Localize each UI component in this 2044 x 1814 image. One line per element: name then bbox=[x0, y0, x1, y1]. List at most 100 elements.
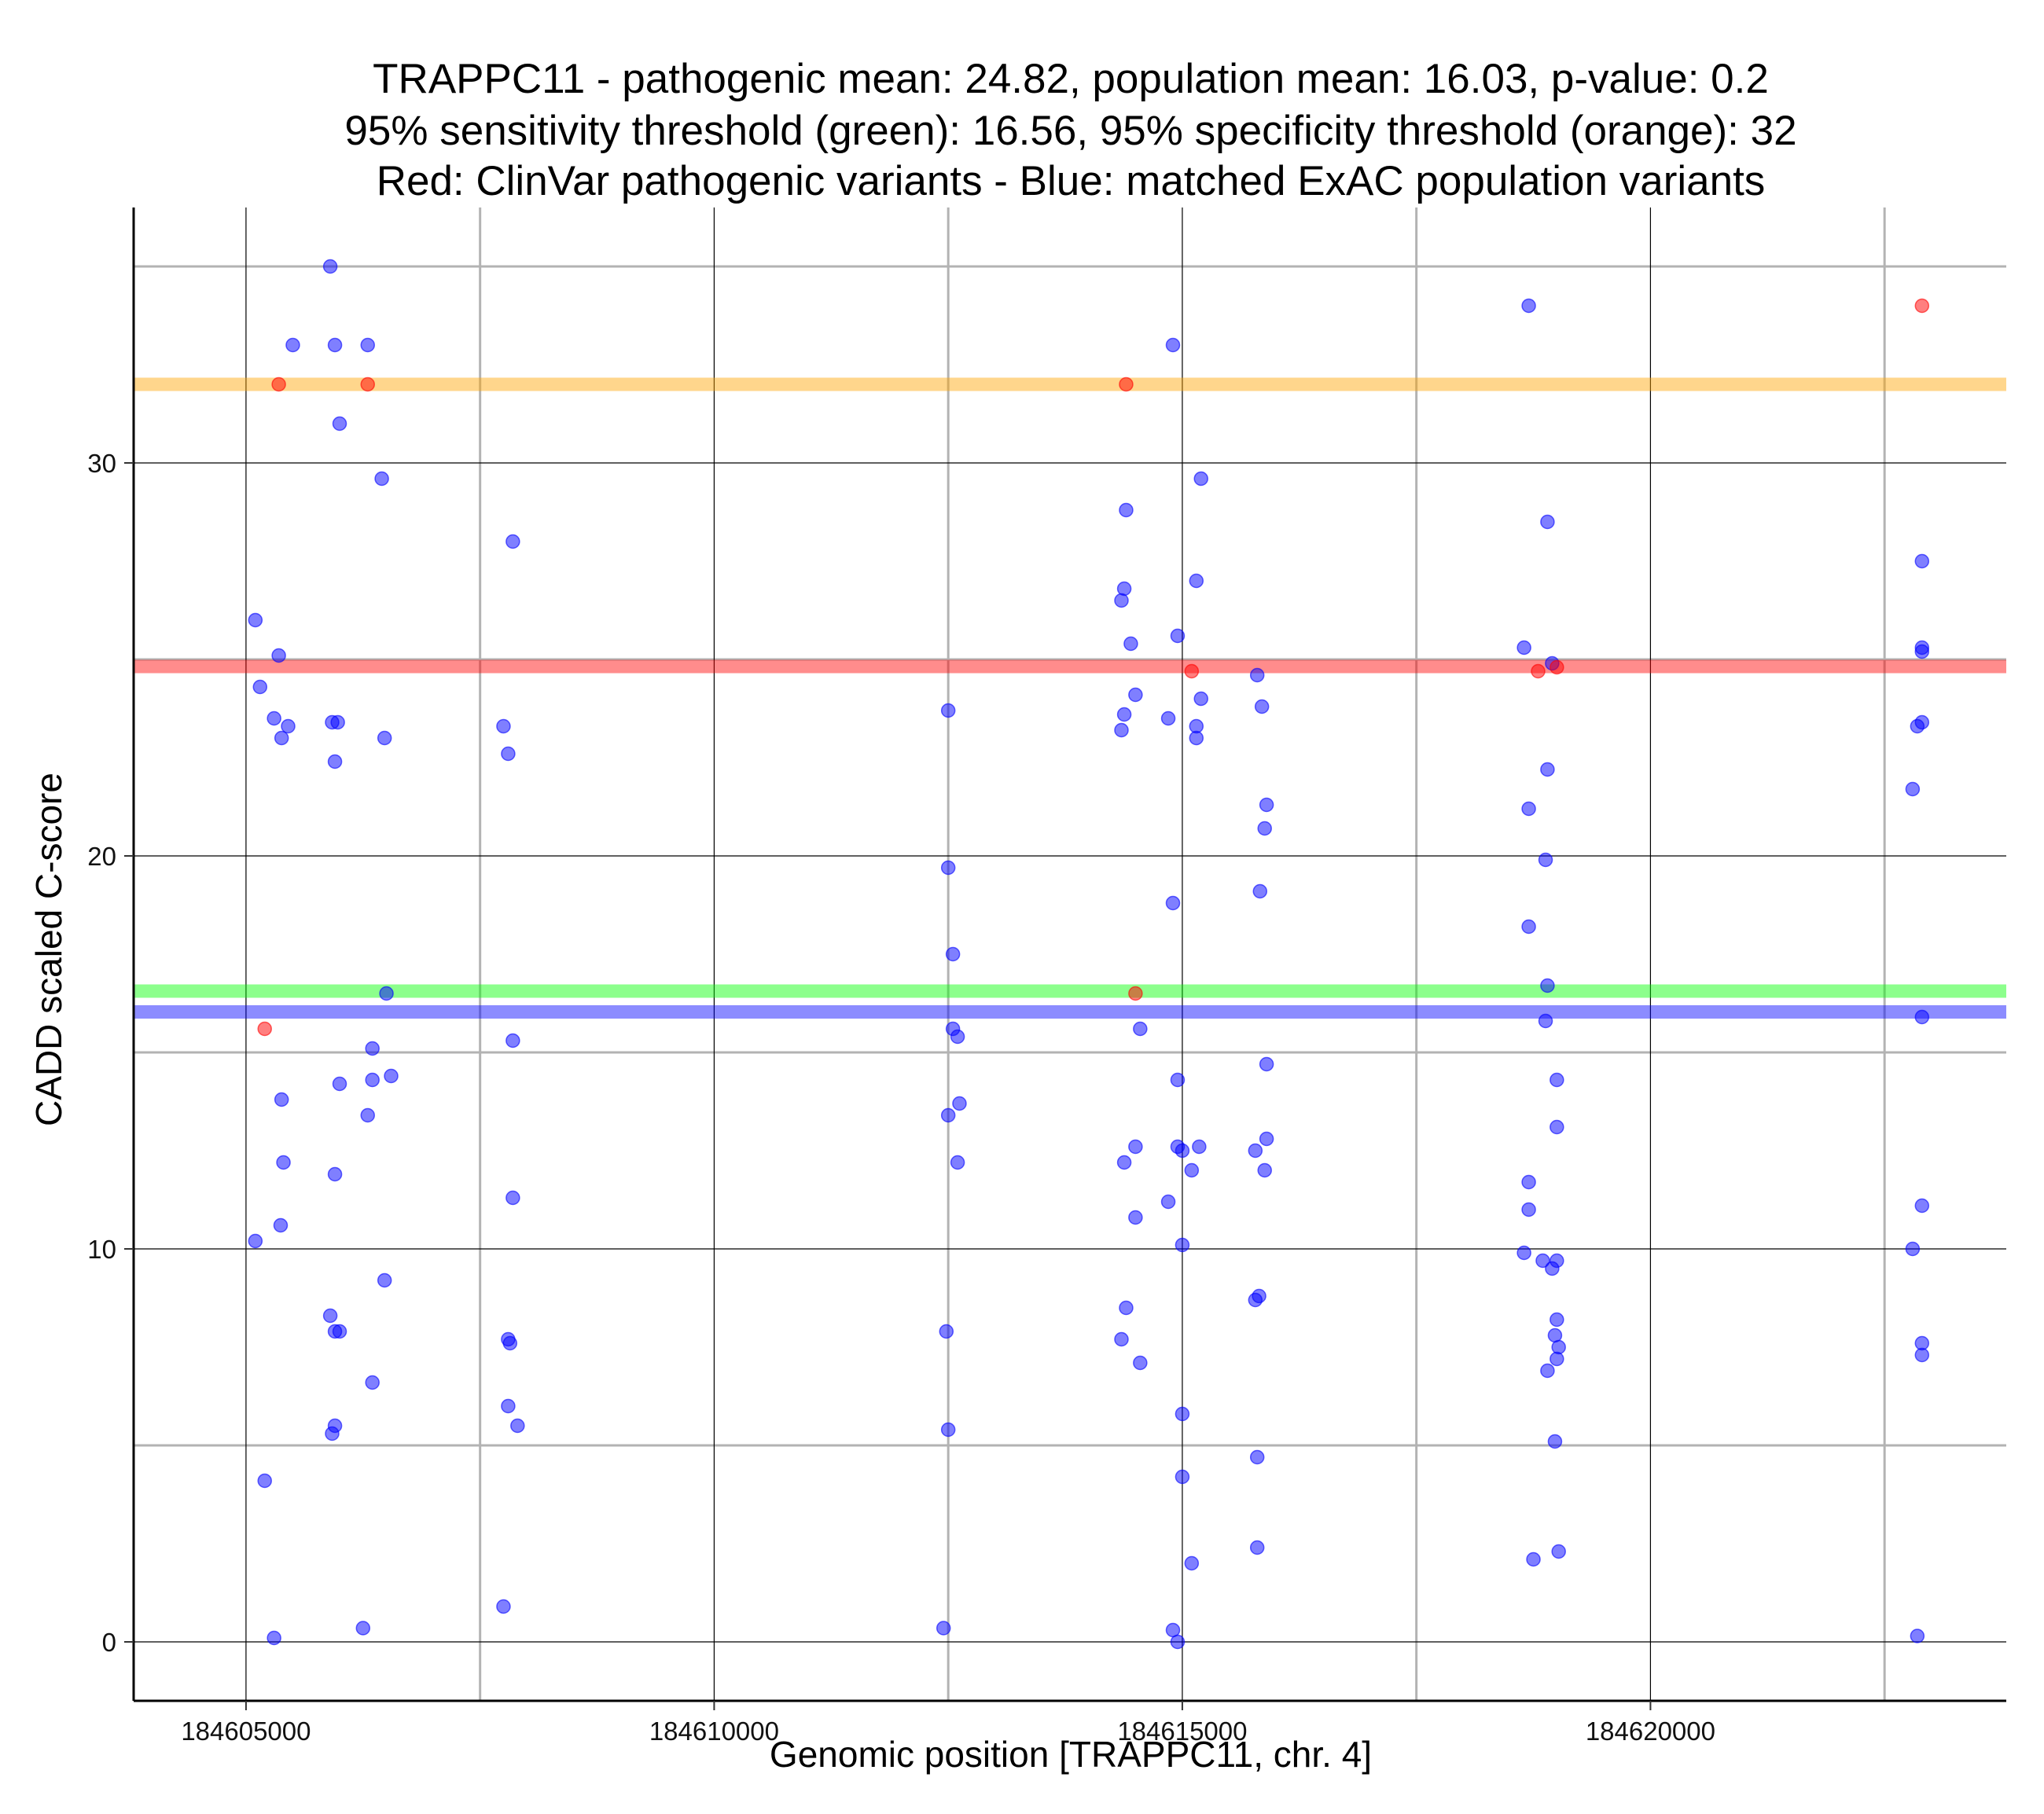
population-variant-point bbox=[1114, 722, 1129, 738]
population-variant-point bbox=[1184, 1162, 1200, 1178]
population-variant-point bbox=[501, 1398, 516, 1414]
population-variant-point bbox=[379, 986, 394, 1001]
population-variant-point bbox=[1175, 1237, 1190, 1253]
pathogenic-variant-point bbox=[1128, 986, 1143, 1001]
data-points bbox=[248, 259, 1930, 1650]
population-variant-point bbox=[940, 1422, 956, 1438]
population-variant-point bbox=[1249, 1540, 1265, 1555]
population-variant-point bbox=[1550, 1351, 1564, 1367]
population-variant-point bbox=[1114, 593, 1129, 608]
x-tick-label: 184620000 bbox=[1586, 1717, 1715, 1746]
pathogenic-variant-point bbox=[360, 376, 375, 392]
x-tick-label: 184610000 bbox=[649, 1717, 779, 1746]
population-variant-point bbox=[940, 703, 956, 718]
population-variant-point bbox=[332, 1076, 347, 1092]
population-variant-point bbox=[377, 730, 392, 746]
population-variant-point bbox=[1550, 1312, 1564, 1327]
population-variant-point bbox=[1910, 718, 1925, 734]
population-variant-point bbox=[1189, 730, 1204, 746]
population-variant-point bbox=[1184, 1555, 1200, 1571]
chart-title-line-2: 95% sensitivity threshold (green): 16.56… bbox=[344, 108, 1796, 154]
population-variant-point bbox=[501, 746, 516, 762]
population-variant-point bbox=[274, 1092, 289, 1107]
population-variant-point bbox=[1257, 821, 1272, 836]
population-variant-point bbox=[1119, 1300, 1134, 1316]
population-variant-point bbox=[1254, 699, 1270, 714]
grid-lines bbox=[134, 207, 2006, 1701]
population-variant-point bbox=[1521, 1174, 1536, 1190]
population-variant-point bbox=[1550, 1072, 1564, 1088]
population-variant-point bbox=[322, 1308, 338, 1324]
population-variant-point bbox=[1116, 581, 1132, 597]
x-tick-label: 184605000 bbox=[181, 1717, 311, 1746]
population-variant-point bbox=[945, 946, 961, 962]
population-variant-point bbox=[1248, 1292, 1263, 1308]
population-variant-point bbox=[1128, 1210, 1143, 1225]
population-variant-point bbox=[1259, 1131, 1274, 1147]
y-tick-label: 30 bbox=[87, 449, 116, 478]
population-variant-point bbox=[273, 1217, 289, 1233]
population-variant-point bbox=[1170, 1634, 1186, 1650]
population-variant-point bbox=[1550, 1119, 1564, 1135]
population-variant-point bbox=[1521, 1202, 1536, 1217]
pathogenic-variant-point bbox=[1914, 298, 1930, 314]
population-variant-point bbox=[276, 1155, 291, 1170]
population-variant-point bbox=[274, 730, 289, 746]
population-variant-point bbox=[248, 1233, 263, 1249]
population-variant-point bbox=[1128, 687, 1143, 703]
population-variant-point bbox=[505, 1033, 520, 1048]
population-variant-point bbox=[1521, 919, 1536, 935]
population-variant-point bbox=[1160, 1194, 1176, 1210]
x-axis-title: Genomic position [TRAPPC11, chr. 4] bbox=[770, 1734, 1372, 1775]
population-variant-point bbox=[502, 1335, 518, 1351]
population-variant-point bbox=[1175, 1469, 1190, 1485]
population-variant-point bbox=[1914, 553, 1930, 569]
population-variant-point bbox=[950, 1155, 965, 1170]
population-variant-point bbox=[365, 1375, 380, 1390]
y-tick-label: 10 bbox=[87, 1235, 116, 1264]
population-variant-point bbox=[952, 1096, 967, 1111]
population-variant-point bbox=[267, 1630, 281, 1646]
population-variant-point bbox=[1540, 762, 1555, 777]
pathogenic-variant-point bbox=[257, 1021, 272, 1037]
x-tick-label: 184615000 bbox=[1117, 1717, 1247, 1746]
population-variant-point bbox=[325, 1426, 340, 1441]
chart-title-line-3: Red: ClinVar pathogenic variants - Blue:… bbox=[377, 158, 1766, 204]
population-variant-point bbox=[505, 1190, 520, 1206]
population-variant-point bbox=[1538, 852, 1553, 868]
population-variant-point bbox=[1910, 1629, 1925, 1643]
population-variant-point bbox=[1547, 1434, 1563, 1449]
population-variant-point bbox=[1189, 573, 1204, 589]
population-variant-point bbox=[510, 1418, 525, 1434]
population-variant-point bbox=[257, 1473, 272, 1489]
population-variant-point bbox=[1133, 1021, 1148, 1037]
population-variant-point bbox=[1192, 1139, 1207, 1155]
population-variant-point bbox=[332, 1324, 347, 1339]
population-variant-point bbox=[365, 1072, 380, 1088]
y-tick-label: 20 bbox=[87, 842, 116, 871]
population-variant-point bbox=[1249, 1449, 1265, 1465]
population-variant-point bbox=[1905, 781, 1921, 797]
population-variant-point bbox=[939, 1324, 954, 1339]
population-variant-point bbox=[252, 679, 268, 695]
population-variant-point bbox=[1116, 707, 1132, 722]
population-variant-point bbox=[1914, 1009, 1930, 1025]
population-variant-point bbox=[330, 714, 345, 730]
population-variant-point bbox=[496, 718, 511, 734]
pathogenic-variant-point bbox=[1184, 663, 1200, 679]
population-variant-point bbox=[1133, 1355, 1148, 1371]
y-tick-label: 0 bbox=[102, 1628, 116, 1657]
pathogenic-variant-point bbox=[1119, 376, 1134, 392]
population-variant-point bbox=[384, 1068, 399, 1084]
population-variant-point bbox=[1123, 636, 1138, 652]
population-variant-point bbox=[950, 1029, 965, 1045]
population-variant-point bbox=[1249, 667, 1265, 683]
population-variant-point bbox=[1116, 1155, 1132, 1170]
population-variant-point bbox=[1516, 1245, 1531, 1261]
population-variant-point bbox=[1248, 1143, 1263, 1159]
population-variant-point bbox=[1551, 1339, 1566, 1355]
population-variant-point bbox=[327, 337, 343, 353]
population-variant-point bbox=[1540, 514, 1555, 530]
